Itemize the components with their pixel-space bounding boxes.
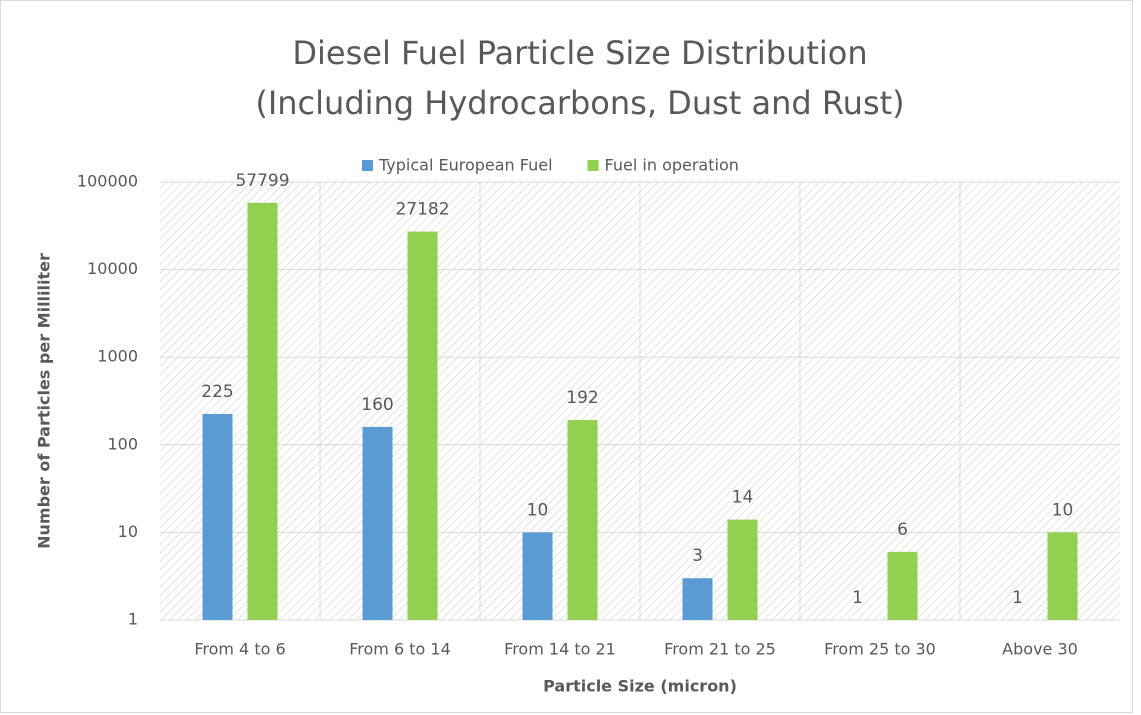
x-tick-label: Above 30 [1002,640,1078,659]
bar [522,532,553,620]
bar [1047,532,1078,620]
data-label: 192 [566,388,598,408]
bar [407,231,438,620]
legend-label: Typical European Fuel [378,156,553,175]
data-label: 27182 [395,200,449,220]
x-axis-title: Particle Size (micron) [543,677,737,696]
y-tick-label: 100000 [77,172,138,191]
x-tick-label: From 25 to 30 [824,640,936,659]
y-axis-title: Number of Particles per Milliliter [35,253,54,549]
y-tick-label: 1 [128,610,138,629]
chart-title: Diesel Fuel Particle Size Distribution [292,34,867,72]
bar [682,578,713,620]
legend-label: Fuel in operation [605,156,739,175]
chart-title: (Including Hydrocarbons, Dust and Rust) [255,84,904,122]
data-label: 1 [852,588,863,608]
bar [247,202,278,620]
x-tick-label: From 21 to 25 [664,640,776,659]
bar [567,419,598,620]
data-label: 10 [527,500,549,520]
data-label: 225 [201,382,233,402]
bar [202,413,233,620]
data-label: 160 [361,395,393,415]
data-label: 14 [732,488,754,508]
x-tick-label: From 6 to 14 [349,640,451,659]
legend-swatch [587,160,599,171]
bar [887,551,918,620]
bar [727,519,758,620]
data-label: 6 [897,520,908,540]
y-tick-label: 100 [107,434,138,453]
data-label: 1 [1012,588,1023,608]
legend-swatch [362,160,373,171]
data-label: 3 [692,546,703,566]
data-label: 10 [1052,500,1074,520]
y-tick-label: 10000 [87,259,138,278]
y-tick-label: 10 [118,522,138,541]
bar [362,426,393,620]
x-tick-label: From 4 to 6 [194,640,285,659]
x-tick-label: From 14 to 21 [504,640,616,659]
y-tick-label: 1000 [97,347,138,366]
data-label: 57799 [235,171,289,191]
